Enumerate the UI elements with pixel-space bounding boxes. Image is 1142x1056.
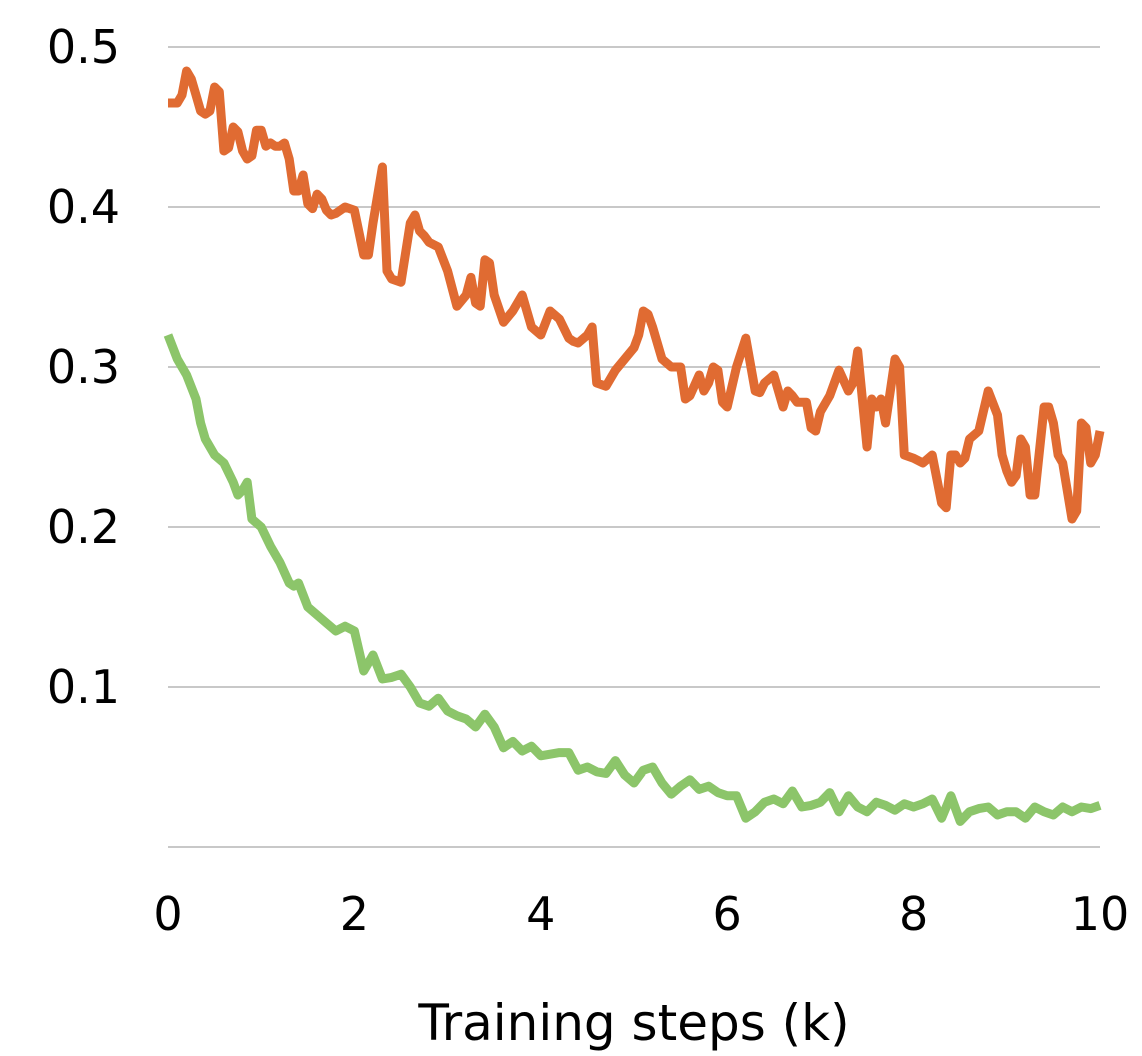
- x-tick-labels: 0 2 4 6 8 10: [153, 887, 1129, 941]
- y-tick-label: 0.1: [47, 660, 120, 714]
- x-tick-label: 4: [526, 887, 555, 941]
- gridlines: [168, 46, 1100, 848]
- y-tick-labels: 0.1 0.2 0.3 0.4 0.5: [47, 20, 120, 714]
- x-tick-label: 8: [899, 887, 928, 941]
- x-tick-label: 10: [1071, 887, 1130, 941]
- y-tick-label: 0.5: [47, 20, 120, 74]
- series-line-2: [163, 333, 1102, 826]
- y-tick-label: 0.3: [47, 340, 120, 394]
- x-tick-label: 0: [153, 887, 182, 941]
- x-tick-label: 6: [713, 887, 742, 941]
- x-tick-label: 2: [340, 887, 369, 941]
- y-tick-label: 0.2: [47, 500, 120, 554]
- series-lines: [163, 66, 1105, 826]
- y-tick-label: 0.4: [47, 180, 120, 234]
- x-axis-title: Training steps (k): [417, 994, 849, 1052]
- series-line-1: [168, 66, 1105, 524]
